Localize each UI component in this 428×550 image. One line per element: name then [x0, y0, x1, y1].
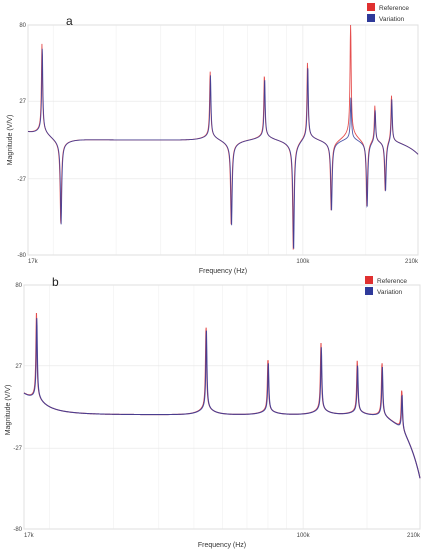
y-tick-label: 27 — [15, 364, 22, 370]
panel-a-ylabel: Magnitude (V/V) — [7, 115, 14, 166]
series-line-reference — [23, 312, 421, 479]
legend-b-swatch-variation — [365, 287, 373, 295]
y-tick-label: -27 — [17, 177, 26, 183]
panel-a-legend: Reference Variation — [367, 3, 409, 23]
panel-b-legend: Reference Variation — [365, 276, 407, 296]
x-tick-label: 210k — [407, 533, 421, 539]
y-tick-label: 27 — [19, 99, 26, 105]
x-tick-label: 100k — [296, 259, 310, 265]
y-tick-label: 80 — [19, 23, 26, 29]
panel-a-series — [27, 24, 419, 250]
panel-b-y-ticks: 80 27 -27 -80 — [13, 283, 22, 533]
panel-b-xlabel: Frequency (Hz) — [198, 542, 246, 549]
x-tick-label: 210k — [405, 259, 419, 265]
panel-a-xlabel: Frequency (Hz) — [199, 268, 247, 275]
panel-a-label: a — [66, 14, 73, 28]
legend-a-swatch-reference — [367, 3, 375, 11]
legend-b-swatch-reference — [365, 276, 373, 284]
panel-a-y-ticks: 80 27 -27 -80 — [17, 23, 26, 259]
legend-a-label-reference: Reference — [379, 5, 409, 12]
x-tick-label: 100k — [297, 533, 311, 539]
panel-b-grid — [23, 284, 421, 530]
y-tick-label: 80 — [15, 283, 22, 289]
legend-b-label-variation: Variation — [377, 289, 403, 296]
panel-b-x-ticks: 17k 100k 210k — [24, 533, 421, 539]
series-line-reference — [27, 24, 419, 250]
series-line-variation — [27, 48, 419, 249]
x-tick-label: 17k — [24, 533, 35, 539]
panel-b-label: b — [52, 275, 59, 289]
panel-b-series — [23, 312, 421, 479]
y-tick-label: -27 — [13, 446, 22, 452]
x-tick-label: 17k — [28, 259, 39, 265]
legend-a-label-variation: Variation — [379, 16, 405, 23]
legend-b-label-reference: Reference — [377, 278, 407, 285]
panel-b-ylabel: Magnitude (V/V) — [5, 385, 12, 436]
panel-a-x-ticks: 17k 100k 210k — [28, 259, 419, 265]
legend-a-swatch-variation — [367, 14, 375, 22]
series-line-variation — [23, 318, 421, 479]
panel-b-frame — [23, 284, 421, 530]
y-tick-label: -80 — [13, 527, 22, 533]
y-tick-label: -80 — [17, 253, 26, 259]
